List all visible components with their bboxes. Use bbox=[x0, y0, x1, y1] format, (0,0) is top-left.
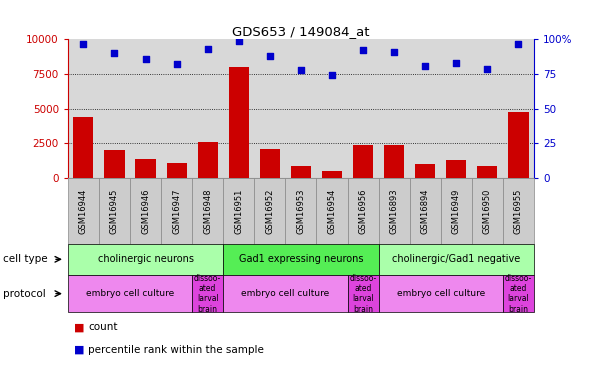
Text: GSM16894: GSM16894 bbox=[421, 188, 430, 234]
Bar bbox=[166, 163, 186, 178]
Bar bbox=[198, 142, 218, 178]
Bar bbox=[229, 67, 249, 178]
Point bbox=[483, 66, 492, 72]
Text: GSM16952: GSM16952 bbox=[266, 188, 274, 234]
Text: GSM16954: GSM16954 bbox=[327, 188, 336, 234]
Point bbox=[358, 48, 368, 54]
Text: GSM16950: GSM16950 bbox=[483, 188, 492, 234]
Bar bbox=[415, 164, 435, 178]
Bar bbox=[509, 111, 529, 178]
Text: GSM16956: GSM16956 bbox=[359, 188, 368, 234]
Point bbox=[514, 40, 523, 46]
Text: GSM16893: GSM16893 bbox=[389, 188, 399, 234]
Point bbox=[203, 46, 212, 52]
Text: GSM16944: GSM16944 bbox=[79, 188, 88, 234]
Bar bbox=[384, 145, 404, 178]
Bar bbox=[291, 166, 311, 178]
Point bbox=[389, 49, 399, 55]
Text: GSM16948: GSM16948 bbox=[203, 188, 212, 234]
Point bbox=[327, 72, 337, 78]
Text: percentile rank within the sample: percentile rank within the sample bbox=[88, 345, 264, 355]
Text: GSM16949: GSM16949 bbox=[452, 188, 461, 234]
Point bbox=[234, 38, 244, 44]
Text: GSM16955: GSM16955 bbox=[514, 188, 523, 234]
Text: embryo cell culture: embryo cell culture bbox=[396, 289, 485, 298]
Point bbox=[110, 50, 119, 56]
Bar bbox=[73, 117, 93, 178]
Bar bbox=[136, 159, 156, 178]
Text: Gad1 expressing neurons: Gad1 expressing neurons bbox=[238, 254, 363, 264]
Point bbox=[451, 60, 461, 66]
Text: embryo cell culture: embryo cell culture bbox=[241, 289, 329, 298]
Point bbox=[78, 40, 88, 46]
Text: GSM16951: GSM16951 bbox=[234, 188, 243, 234]
Text: GSM16953: GSM16953 bbox=[296, 188, 306, 234]
Bar bbox=[446, 160, 466, 178]
Text: cholinergic neurons: cholinergic neurons bbox=[97, 254, 194, 264]
Text: GSM16947: GSM16947 bbox=[172, 188, 181, 234]
Point bbox=[421, 63, 430, 69]
Text: GSM16945: GSM16945 bbox=[110, 188, 119, 234]
Text: ■: ■ bbox=[74, 345, 84, 355]
Bar bbox=[104, 150, 124, 178]
Text: cell type: cell type bbox=[3, 254, 48, 264]
Bar bbox=[477, 166, 497, 178]
Text: dissoo-
ated
larval
brain: dissoo- ated larval brain bbox=[505, 273, 532, 314]
Point bbox=[172, 62, 181, 68]
Point bbox=[141, 56, 150, 62]
Point bbox=[296, 67, 306, 73]
Title: GDS653 / 149084_at: GDS653 / 149084_at bbox=[232, 25, 370, 38]
Text: ■: ■ bbox=[74, 322, 84, 332]
Text: protocol: protocol bbox=[3, 289, 45, 298]
Bar bbox=[260, 149, 280, 178]
Text: embryo cell culture: embryo cell culture bbox=[86, 289, 174, 298]
Text: dissoo-
ated
larval
brain: dissoo- ated larval brain bbox=[194, 273, 221, 314]
Text: GSM16946: GSM16946 bbox=[141, 188, 150, 234]
Text: dissoo-
ated
larval
brain: dissoo- ated larval brain bbox=[349, 273, 376, 314]
Bar bbox=[322, 171, 342, 178]
Text: cholinergic/Gad1 negative: cholinergic/Gad1 negative bbox=[392, 254, 520, 264]
Point bbox=[265, 53, 274, 59]
Text: count: count bbox=[88, 322, 118, 332]
Bar bbox=[353, 145, 373, 178]
